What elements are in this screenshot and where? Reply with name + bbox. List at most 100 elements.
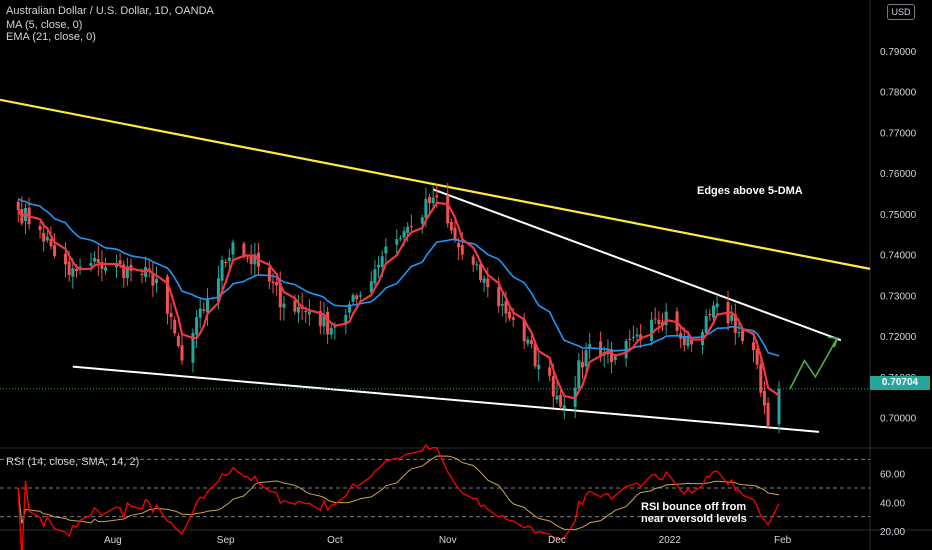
candle-body xyxy=(741,329,745,342)
ema21-line xyxy=(17,198,780,357)
candle-body xyxy=(711,305,715,318)
moving-averages xyxy=(17,198,780,400)
candle-body xyxy=(435,195,439,198)
currency-button[interactable]: USD xyxy=(887,4,915,20)
candle-body xyxy=(486,278,490,288)
candle-body xyxy=(500,304,504,306)
candle-body xyxy=(64,253,68,265)
candle-body xyxy=(198,308,202,318)
candle-body xyxy=(333,326,337,328)
candle-body xyxy=(511,317,515,320)
candle-body xyxy=(755,348,759,365)
price-tick-label: 0.70000 xyxy=(880,414,917,425)
candle-body xyxy=(653,318,657,320)
candle-body xyxy=(351,294,355,302)
candle-body xyxy=(384,246,388,254)
ma5-line xyxy=(17,201,780,400)
candle-body xyxy=(369,281,373,293)
rsi-line xyxy=(17,443,780,550)
candle-body xyxy=(406,226,410,233)
candle-body xyxy=(409,225,413,227)
candle-body xyxy=(460,245,464,255)
candle-body xyxy=(227,257,231,262)
last-price-label: 0.70704 xyxy=(870,376,930,390)
candle-body xyxy=(246,257,250,259)
candle-body xyxy=(282,303,286,308)
candle-body xyxy=(242,243,246,258)
ema-legend[interactable]: EMA (21, close, 0) xyxy=(6,31,96,43)
candle-body xyxy=(682,336,686,346)
candle-body xyxy=(737,332,741,334)
candle-body xyxy=(67,261,71,275)
annotation-rsi-line1: RSI bounce off from xyxy=(641,501,747,513)
candle-body xyxy=(169,313,173,318)
candle-body xyxy=(249,255,253,265)
candle-body xyxy=(377,264,381,268)
candle-body xyxy=(344,314,348,325)
candle-body xyxy=(551,376,555,397)
projection-arrowhead xyxy=(828,336,839,348)
candle-body xyxy=(195,317,199,335)
candle-body xyxy=(216,278,220,302)
candle-body xyxy=(526,339,530,344)
candle-body xyxy=(675,311,679,331)
ma-legend[interactable]: MA (5, close, 0) xyxy=(6,19,83,31)
candle-body xyxy=(326,311,330,335)
candle-body xyxy=(479,264,483,281)
time-tick-label: Sep xyxy=(217,535,235,546)
candle-body xyxy=(428,196,432,204)
candle-body xyxy=(657,320,661,325)
annotation-edges: Edges above 5-DMA xyxy=(697,185,803,197)
price-tick-label: 0.77000 xyxy=(880,128,917,139)
price-tick-label: 0.75000 xyxy=(880,210,917,221)
candle-body xyxy=(497,287,501,307)
candle-body xyxy=(577,360,581,389)
candle-body xyxy=(49,239,53,247)
candle-body xyxy=(278,282,282,308)
candle-body xyxy=(613,356,617,361)
candle-body xyxy=(96,259,100,263)
candle-body xyxy=(296,306,300,313)
candle-body xyxy=(304,310,308,313)
candle-body xyxy=(125,266,129,279)
candle-body xyxy=(42,232,46,242)
candle-body xyxy=(53,245,57,257)
candle-body xyxy=(508,311,512,319)
candle-body xyxy=(165,276,169,314)
candle-body xyxy=(173,319,177,334)
candle-body xyxy=(395,239,399,245)
candle-body xyxy=(180,345,184,361)
candle-body xyxy=(424,198,428,218)
price-tick-label: 0.74000 xyxy=(880,251,917,262)
candle-body xyxy=(38,225,42,231)
candle-body xyxy=(329,327,333,335)
candle-body xyxy=(420,217,424,224)
candle-body xyxy=(504,301,508,314)
time-tick-label: Dec xyxy=(548,535,566,546)
candle-body xyxy=(610,349,614,363)
candle-body xyxy=(347,304,351,313)
candle-body xyxy=(275,282,279,286)
candle-body xyxy=(307,311,311,315)
candle-body xyxy=(580,361,584,368)
candle-body xyxy=(537,364,541,370)
candle-body xyxy=(293,300,297,312)
candle-body xyxy=(205,299,209,313)
candle-body xyxy=(318,310,322,327)
axes: 0.79000 0.78000 0.77000 0.76000 0.75000 0.740… xyxy=(104,47,917,546)
candle-body xyxy=(358,295,362,297)
candle-body xyxy=(16,201,20,210)
candle-body xyxy=(45,236,49,241)
candle-body xyxy=(122,264,126,279)
candle-body xyxy=(715,303,719,308)
candle-body xyxy=(398,238,402,240)
candle-body xyxy=(704,316,708,333)
candle-body xyxy=(777,388,781,425)
rsi-legend[interactable]: RSI (14, close, SMA, 14, 2) xyxy=(6,456,140,468)
candle-body xyxy=(453,227,457,241)
candle-body xyxy=(730,314,734,321)
projection-path xyxy=(789,337,838,390)
candle-body xyxy=(733,313,737,333)
